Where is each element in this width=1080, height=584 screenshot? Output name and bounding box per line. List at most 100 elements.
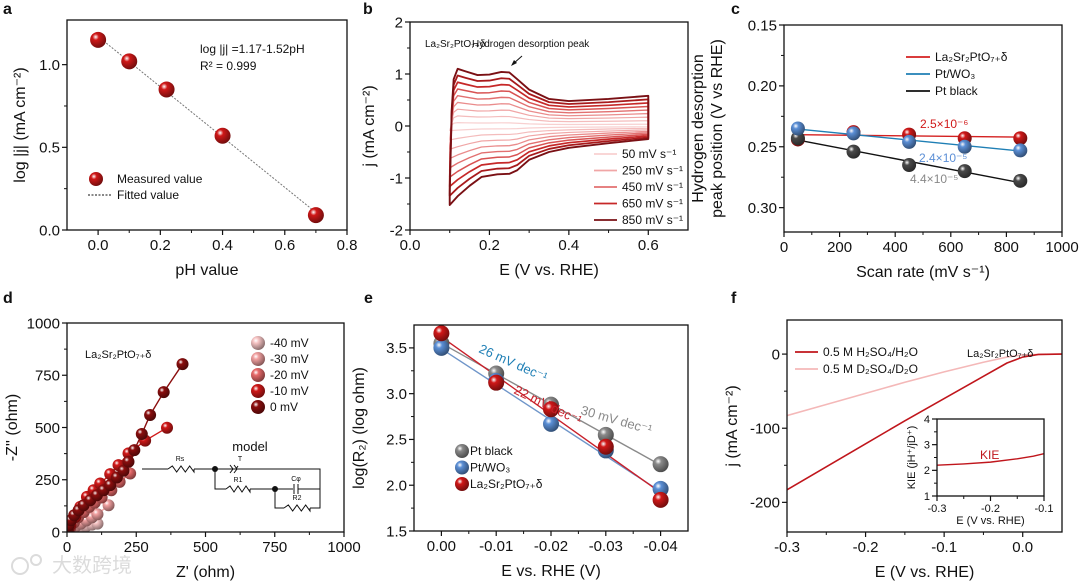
legend-item: Pt/WO₃ [455,460,510,475]
circuit-label: R1 [234,477,243,484]
y-axis-label: j (mA cm⁻²) [724,385,741,467]
data-point [102,499,115,512]
data-point [597,426,614,443]
data-point [122,455,135,468]
resistor-r2-icon [283,504,311,513]
annotation: log |j| =1.17-1.52pH [200,42,305,56]
data-point [543,401,559,418]
watermark-text: 大数跨境 [52,554,132,577]
legend-label: 250 mV s⁻¹ [622,164,683,178]
data-point [652,491,669,508]
resistor-rs-icon [167,465,195,474]
annotation: R² = 0.999 [200,59,257,73]
legend-item: -30 mV [251,352,309,366]
panel-a: 0.0 0.2 0.4 0.6 0.8 0.0 0.5 1.0 pH value log |j| … [12,19,357,279]
data-point [433,339,450,356]
data-point [652,456,669,473]
x-axis-label: E (V vs. RHE) [499,262,599,279]
y-axis-label: KIE (jH⁺/jD⁺) [906,426,918,490]
x-tick-label: -0.3 [928,503,947,515]
x-axis-label: E (V vs. RHE) [956,515,1024,527]
arrow-head-icon [511,60,517,66]
series-line-0 [787,353,1062,417]
y-tick-label: -200 [750,495,780,512]
series-line-6 [448,81,650,188]
data-point [902,158,917,173]
data-point [488,374,505,391]
series-line-2 [449,108,649,150]
data-point [846,144,861,159]
y-tick-label: 250 [35,472,60,489]
legend-label: La₂Sr₂PtO₇₊δ [935,50,1008,64]
x-tick-label: -0.03 [589,538,623,555]
legend-marker [251,400,265,414]
series-line-3 [449,101,649,160]
watermark: 大数跨境 [11,554,132,577]
panel-label: e [364,290,373,307]
y-tick-label: 1 [924,491,930,503]
y-tick-label: 1.0 [39,57,60,74]
x-tick-label: 0.0 [1012,539,1033,556]
x-axis-label: E vs. RHE (V) [501,563,601,580]
legend-item: 450 mV s⁻¹ [594,180,683,194]
legend-marker [251,368,265,382]
legend-item: Pt black [455,444,514,458]
annotation: KIE [980,448,999,462]
y-tick-label: 0.25 [748,139,777,156]
legend-item: 650 mV s⁻¹ [594,197,683,211]
x-axis-label: pH value [175,262,238,279]
x-tick-label: 0 [63,539,71,556]
y-tick-label: 4 [924,414,930,426]
legend-item: Pt/WO₃ [906,67,975,81]
legend-marker [455,444,469,458]
legend-label: 450 mV s⁻¹ [622,180,683,194]
legend-label: -40 mV [270,336,309,350]
y-tick-label: -2 [390,222,403,239]
x-tick-label: 250 [124,539,149,556]
series-line-5 [448,88,650,178]
plot-frame [936,418,1045,497]
legend-item: 0.5 M D₂SO₄/D₂O [795,362,918,376]
x-tick-label: 750 [262,539,287,556]
series-line-4 [449,95,649,169]
legend-label: Measured value [117,172,203,186]
y-tick-label: 0 [395,118,403,135]
y-axis-label: log(R₂) (log ohm) [351,367,368,489]
x-tick-label: -0.1 [931,539,957,556]
annotation: La₂Sr₂PtO₇₊δ [425,39,486,50]
legend-marker [455,477,469,491]
x-tick-label: -0.1 [1035,503,1054,515]
data-point [121,53,138,70]
node-dot [272,486,278,492]
watermark-logo-icon [11,557,29,575]
x-tick-label: -0.04 [643,538,677,555]
y-tick-label: -100 [750,420,780,437]
legend-label: Pt black [935,84,979,98]
series-line-1 [787,353,1062,491]
x-tick-label: 0.00 [427,538,456,555]
legend-item: Pt black [906,84,979,98]
circuit-label: T [238,456,243,463]
legend-label: 0 mV [270,400,298,414]
y-axis-label: -Z'' (ohm) [4,394,21,461]
legend-label: -30 mV [270,352,309,366]
data-point [128,444,141,457]
panel-c: 0 200 400 600 800 1000 0.15 0.20 0.25 0.30 Scan ra… [690,17,1079,281]
y-axis-label: j (mA cm⁻²) [361,85,378,167]
x-tick-label: 0.0 [400,237,421,254]
series-line-8 [448,67,650,206]
wire [274,489,284,509]
panel-label: c [731,1,740,18]
legend-label: Pt/WO₃ [935,67,975,81]
x-axis-label: Scan rate (mV s⁻¹) [856,264,990,281]
plot-frame [783,24,1063,233]
x-tick-label: 0.6 [638,237,659,254]
data-point [1013,173,1028,188]
data-point [158,81,175,98]
legend-item: 850 mV s⁻¹ [594,213,683,227]
wire [310,469,321,509]
x-tick-label: 200 [827,239,852,256]
circuit-label: R2 [293,495,302,502]
plot-frame [413,324,689,532]
y-axis-label: Hydrogen desorption [690,54,707,203]
